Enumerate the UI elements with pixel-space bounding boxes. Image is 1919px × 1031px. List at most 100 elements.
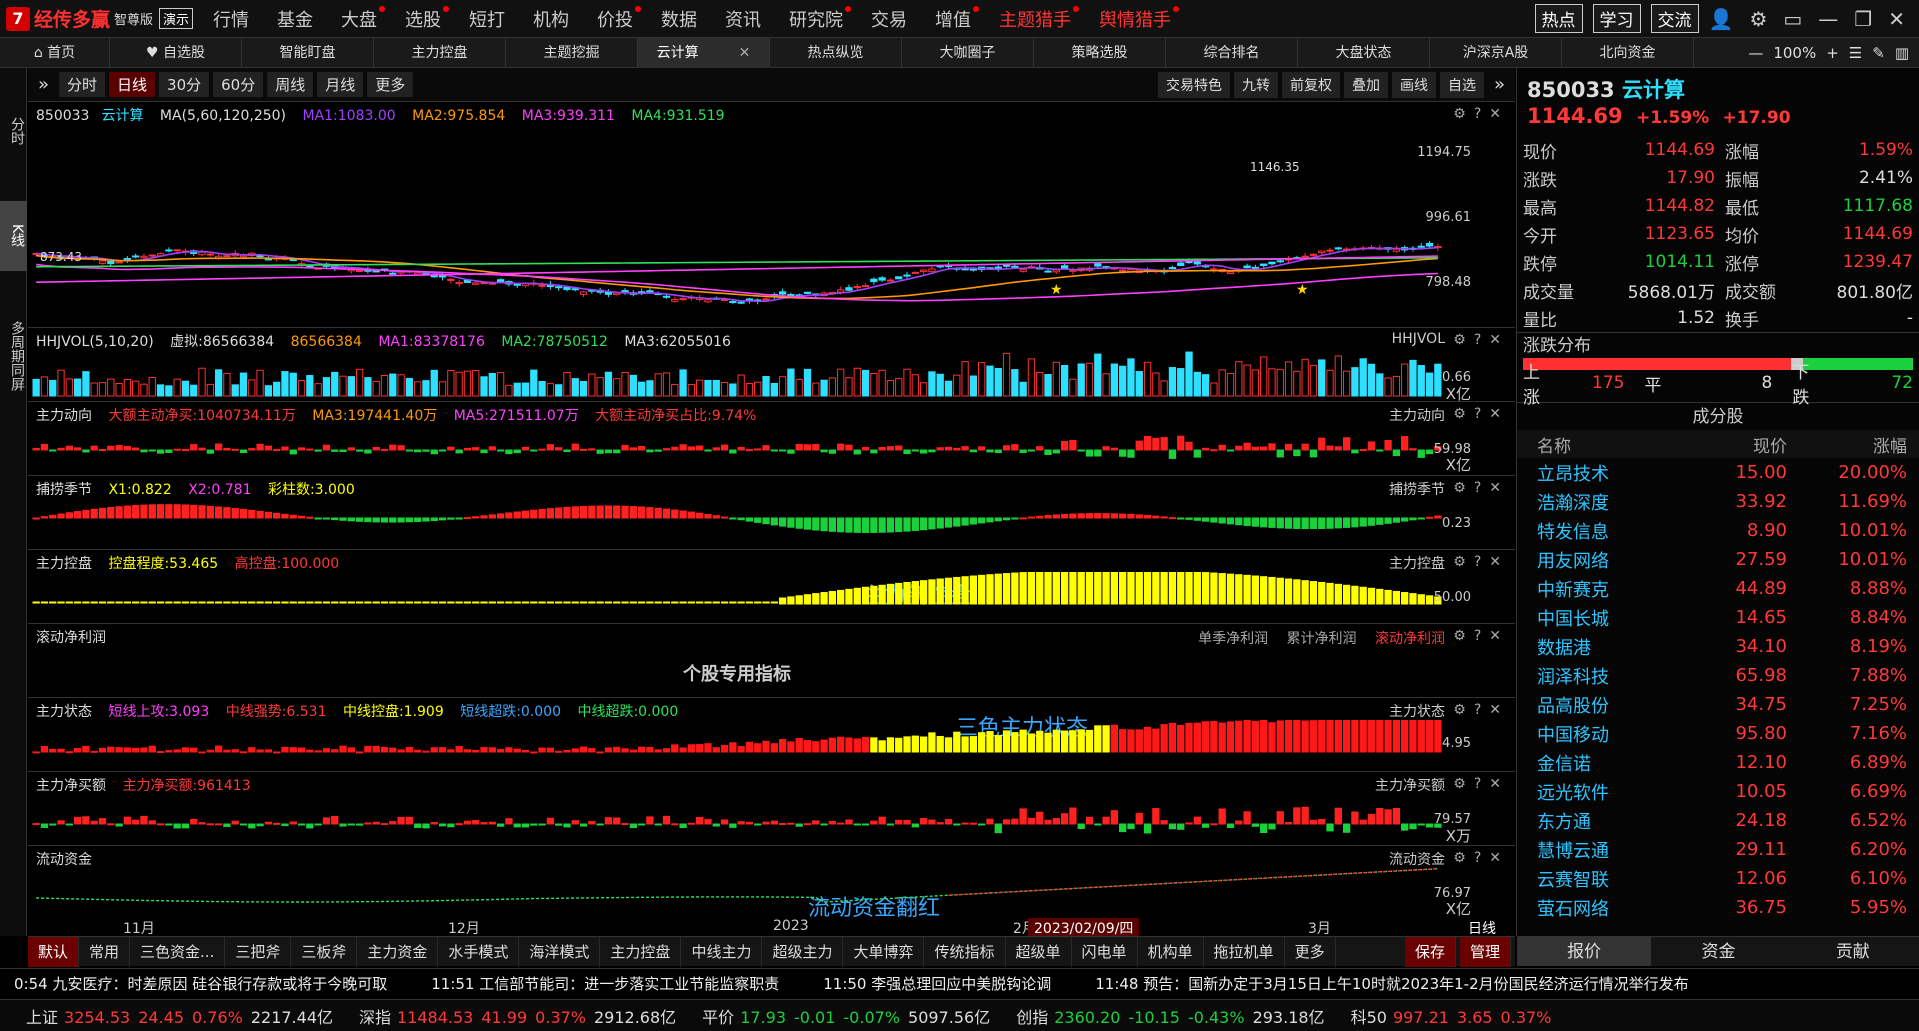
liquid-fund-panel[interactable]: 流动资金 流动资金 ⚙?✕ 流动资金翻红 76.97 X亿 [28, 846, 1515, 918]
menu-item[interactable]: 价投 [583, 5, 647, 32]
panel-controls[interactable]: ⚙?✕ [1453, 554, 1509, 570]
index-item[interactable]: 创指 2360.20 -10.15 -0.43% 293.18亿 [1016, 1004, 1324, 1028]
index-item[interactable]: 科50 997.21 3.65 0.37% [1351, 1004, 1560, 1028]
list-item[interactable]: 中新赛克 44.89 8.88% [1517, 574, 1919, 603]
layout-icon[interactable]: ▥ [1894, 43, 1909, 62]
period-button[interactable]: 30分 [159, 72, 210, 97]
toolbar-button[interactable]: 九转 [1233, 71, 1278, 98]
list-item[interactable]: 品高股份 34.75 7.25% [1517, 690, 1919, 719]
panel-controls[interactable]: ⚙?✕ [1453, 850, 1509, 866]
close-icon[interactable]: ✕ [1888, 6, 1905, 31]
kline-panel[interactable]: 850033 云计算 MA(5,60,120,250) MA1:1083.00 M… [28, 102, 1515, 328]
net-profit-panel[interactable]: 滚动净利润 单季净利润 累计净利润 滚动净利润 ⚙?✕ 个股专用指标 [28, 624, 1515, 698]
tab-item[interactable]: 北向资金 [1562, 37, 1694, 68]
list-item[interactable]: 数据港 34.10 8.19% [1517, 632, 1919, 661]
bottom-action-button[interactable]: 保存 [1404, 936, 1456, 967]
panel-controls[interactable]: ⚙?✕ [1453, 332, 1509, 348]
col-price[interactable]: 现价 [1753, 436, 1787, 457]
indicator-tab[interactable]: 大单博弈 [843, 936, 925, 967]
catch-season-panel[interactable]: 捕捞季节 X1:0.822 X2:0.781 彩柱数:3.000 捕捞季节 ⚙?… [28, 476, 1515, 550]
indicator-tab[interactable]: 三色资金... [130, 936, 226, 967]
minimize-icon[interactable]: — [1818, 6, 1839, 31]
tab-item[interactable]: 云计算 ✕ [638, 37, 770, 68]
news-item[interactable]: 11:50 李强总理回应中美脱钩论调 [823, 975, 1052, 993]
bottom-action-button[interactable]: 管理 [1459, 936, 1511, 967]
restore-icon[interactable]: ❐ [1854, 6, 1873, 31]
menu-item[interactable]: 基金 [277, 9, 314, 31]
indicator-tab[interactable]: 三把斧 [225, 936, 292, 967]
indicator-tab[interactable]: 三板斧 [291, 936, 358, 967]
collapse-icon[interactable]: » [1493, 74, 1505, 95]
top-button[interactable]: 学习 [1592, 4, 1641, 33]
indicator-tab[interactable]: 更多 [1285, 936, 1336, 967]
menu-item[interactable]: 大盘 [327, 5, 391, 32]
col-name[interactable]: 名称 [1537, 436, 1571, 457]
list-item[interactable]: 慧博云通 29.11 6.20% [1517, 835, 1919, 864]
tab-item[interactable]: ⌂ 首页 [0, 37, 110, 68]
list-item[interactable]: 用友网络 27.59 10.01% [1517, 545, 1919, 574]
indicator-tab[interactable]: 主力资金 [357, 936, 439, 967]
menu-item[interactable]: 增值 [921, 5, 985, 32]
list-item[interactable]: 中国移动 95.80 7.16% [1517, 719, 1919, 748]
panel-controls[interactable]: ⚙?✕ [1453, 480, 1509, 496]
main-state-panel[interactable]: 主力状态 短线上攻:3.093 中线强势:6.531 中线控盘:1.909 短线… [28, 698, 1515, 772]
tab-item[interactable]: 大咖圈子 [902, 37, 1034, 68]
tab-item[interactable]: 策略选股 [1034, 37, 1166, 68]
strip-kline[interactable]: K线 [0, 201, 27, 271]
top-button[interactable]: 热点 [1534, 4, 1583, 33]
list-item[interactable]: 远光软件 10.05 6.69% [1517, 777, 1919, 806]
list-item[interactable]: 中国长城 14.65 8.84% [1517, 603, 1919, 632]
window-icon[interactable]: ▭ [1783, 6, 1803, 31]
tab-cumulative-profit[interactable]: 累计净利润 [1286, 631, 1357, 647]
panel-controls[interactable]: ⚙?✕ [1453, 628, 1509, 644]
tab-item[interactable]: 沪深京A股 [1430, 37, 1562, 68]
period-button[interactable]: 月线 [317, 72, 364, 97]
list-item[interactable]: 润泽科技 65.98 7.88% [1517, 661, 1919, 690]
menu-item[interactable]: 机构 [533, 9, 570, 31]
tab-close-icon[interactable]: ✕ [738, 44, 751, 61]
tab-rolling-profit[interactable]: 滚动净利润 [1375, 631, 1445, 647]
control-panel[interactable]: 主力控盘 控盘程度:53.465 高控盘:100.000 主力控盘 ⚙?✕ 主力… [28, 550, 1515, 624]
star-icon[interactable]: ★ [1050, 282, 1063, 298]
period-button[interactable]: 周线 [267, 72, 314, 97]
toolbar-button[interactable]: 交易特色 [1157, 71, 1230, 98]
indicator-tab[interactable]: 机构单 [1138, 936, 1204, 967]
grid-icon[interactable]: ☰ [1848, 43, 1863, 62]
menu-item[interactable]: 主题猎手 [985, 5, 1085, 32]
menu-item[interactable]: 短打 [469, 9, 506, 31]
indicator-tab[interactable]: 拖拉机单 [1204, 936, 1285, 967]
tab-quarter-profit[interactable]: 单季净利润 [1198, 631, 1269, 647]
indicator-tab[interactable]: 超级主力 [762, 936, 844, 967]
indicator-tab[interactable]: 闪电单 [1072, 936, 1138, 967]
news-item[interactable]: 0:54 九安医疗：时差原因 硅谷银行存款或将于今晚可取 [14, 975, 388, 993]
indicator-tab[interactable]: 常用 [79, 936, 131, 967]
tab-item[interactable]: ♥ 自选股 [110, 37, 242, 68]
quote-tab[interactable]: 贡献 [1835, 942, 1870, 962]
strip-intraday[interactable]: 分时 [9, 117, 25, 145]
period-button[interactable]: 分时 [59, 72, 106, 97]
list-item[interactable]: 金信诺 12.10 6.89% [1517, 748, 1919, 777]
col-change[interactable]: 涨幅 [1873, 436, 1907, 457]
quote-tab[interactable]: 资金 [1701, 942, 1736, 962]
indicator-tab[interactable]: 海洋模式 [519, 936, 601, 967]
toolbar-button[interactable]: 叠加 [1343, 71, 1388, 98]
period-button[interactable]: 60分 [213, 72, 264, 97]
tab-item[interactable]: 大盘状态 [1298, 37, 1430, 68]
news-item[interactable]: 11:51 工信部节能司：进一步落实工业节能监察职责 [431, 975, 780, 993]
period-button[interactable]: 更多 [367, 72, 414, 97]
news-item[interactable]: 11:48 预告：国新办定于3月15日上午10时就2023年1-2月份国民经济运… [1095, 975, 1689, 993]
list-item[interactable]: 萤石网络 36.75 5.95% [1517, 893, 1919, 922]
quote-tab[interactable]: 报价 [1517, 937, 1652, 966]
menu-item[interactable]: 研究院 [775, 5, 857, 32]
net-buy-panel[interactable]: 主力净买额 主力净买额:961413 主力净买额 ⚙?✕ 79.57 X万 [28, 772, 1515, 846]
demo-badge[interactable]: 演示 [159, 8, 194, 29]
main-direction-panel[interactable]: 主力动向 大额主动净买:1040734.11万 MA3:197441.40万 M… [28, 402, 1515, 476]
panel-controls[interactable]: ⚙?✕ [1453, 106, 1509, 122]
list-item[interactable]: 东方通 24.18 6.52% [1517, 806, 1919, 835]
menu-item[interactable]: 行情 [213, 9, 250, 31]
tab-item[interactable]: 智能盯盘 [242, 37, 374, 68]
volume-panel[interactable]: HHJVOL(5,10,20) 虚拟:86566384 86566384 MA1… [28, 328, 1515, 402]
tab-item[interactable]: 主力控盘 [374, 37, 506, 68]
user-icon[interactable]: 👤 [1708, 6, 1734, 31]
indicator-tab[interactable]: 中线主力 [681, 936, 763, 967]
